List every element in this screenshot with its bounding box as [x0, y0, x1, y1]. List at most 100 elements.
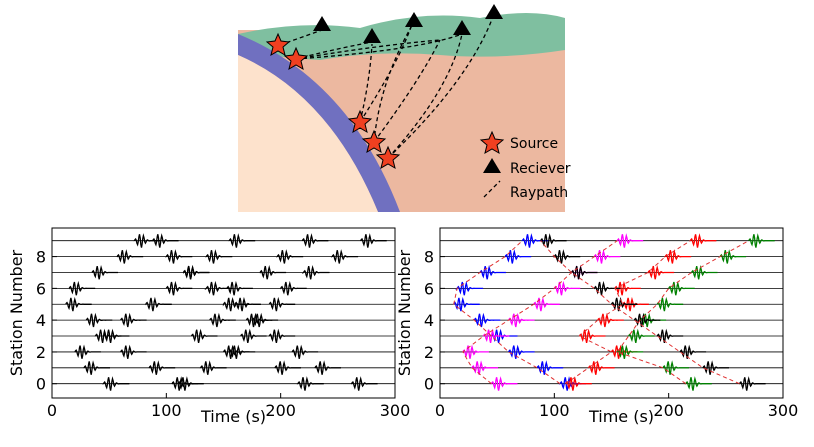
x-tick-label: 300 [768, 401, 799, 420]
y-tick-label: 6 [424, 279, 434, 298]
x-tick-label: 200 [653, 401, 684, 420]
wavelet [240, 328, 267, 344]
wavelet [593, 249, 621, 264]
legend-label: Reciever [510, 161, 571, 177]
wavelet [268, 296, 296, 312]
wavelet [301, 265, 330, 280]
wavelet [182, 265, 210, 280]
wavelet [177, 376, 204, 391]
wavelet [453, 296, 480, 312]
legend-label: Raypath [510, 185, 568, 201]
wavelet [274, 360, 301, 375]
wavelet [301, 233, 329, 248]
wavelet [145, 296, 172, 312]
wavelet [291, 344, 319, 359]
raypaths [279, 13, 495, 159]
wavelet [616, 233, 644, 248]
x-tick-label: 200 [265, 401, 296, 420]
wavelet [614, 280, 641, 296]
wavelet [504, 249, 532, 264]
wavelet [597, 312, 624, 328]
wavelet [259, 265, 287, 280]
wavelet [74, 344, 101, 359]
slab [238, 34, 400, 212]
wavelet [570, 265, 598, 280]
x-tick-label: 0 [47, 401, 57, 420]
wavelet [482, 328, 510, 344]
lower-plate [238, 55, 378, 212]
wavelet [119, 312, 147, 328]
legend-raypath-icon [483, 180, 501, 198]
wavelet [455, 280, 484, 296]
crust [238, 13, 565, 60]
wavelet [656, 296, 684, 312]
wavelet [133, 233, 161, 248]
wavelet [245, 312, 273, 328]
y-axis-label: Station Number [7, 249, 26, 376]
diagram: Source Reciever Raypath [238, 0, 571, 212]
wavelet [507, 312, 535, 328]
wavelet [610, 296, 638, 312]
wavelet [668, 280, 695, 296]
wavelet [204, 280, 233, 296]
moveout-line [462, 240, 618, 385]
x-tick-label: 300 [380, 401, 411, 420]
legend-label: Source [510, 136, 558, 152]
wavelet [663, 249, 692, 264]
wavelet [718, 249, 747, 264]
wavelet [689, 233, 717, 248]
wavelet [647, 265, 675, 280]
wavelet [553, 249, 581, 264]
x-tick-label: 0 [435, 401, 445, 420]
wavelet [83, 360, 110, 375]
legend-receiver-icon [483, 158, 501, 173]
wavelet [165, 280, 193, 296]
wavelet [539, 233, 567, 248]
wavelet [296, 376, 324, 391]
wavelet [65, 296, 92, 312]
wavelet [490, 376, 518, 391]
wavelet [190, 328, 218, 344]
wavelet [360, 233, 387, 248]
moveout-line [453, 240, 561, 385]
wavelet [165, 249, 193, 264]
wavelet [351, 376, 378, 391]
wavelet [148, 360, 176, 375]
wavelet [91, 265, 118, 280]
plot-frame [439, 227, 784, 399]
wavelet [471, 360, 498, 375]
x-axis-label: Time (s) [588, 407, 654, 426]
wavelet [473, 312, 501, 328]
wavelet [268, 328, 296, 344]
moveout-line [540, 240, 740, 385]
wavelet [536, 360, 564, 375]
wavelet [748, 233, 775, 248]
x-tick-label: 100 [539, 401, 570, 420]
wavelet [209, 312, 236, 328]
plot-frame [51, 227, 396, 399]
wavelet [330, 249, 359, 264]
wavelet [565, 376, 592, 391]
y-tick-label: 0 [424, 375, 434, 394]
wavelet [533, 296, 560, 312]
y-tick-label: 4 [424, 311, 434, 330]
wavelet [521, 233, 549, 248]
y-tick-label: 0 [36, 375, 46, 394]
wavelet [662, 360, 689, 375]
wavelet [275, 249, 304, 264]
wavelet [587, 360, 615, 375]
wavelet [228, 233, 256, 248]
wavelet [656, 328, 684, 344]
wavelet [553, 280, 581, 296]
y-tick-label: 2 [36, 343, 46, 362]
wavelet [199, 360, 227, 375]
y-tick-label: 2 [424, 343, 434, 362]
moveout-line [565, 240, 691, 385]
wavelet [689, 265, 718, 280]
wavelet [68, 280, 96, 296]
wavelet [102, 376, 130, 391]
y-tick-label: 6 [36, 279, 46, 298]
wavelet [684, 376, 712, 391]
wavelet [679, 344, 707, 359]
